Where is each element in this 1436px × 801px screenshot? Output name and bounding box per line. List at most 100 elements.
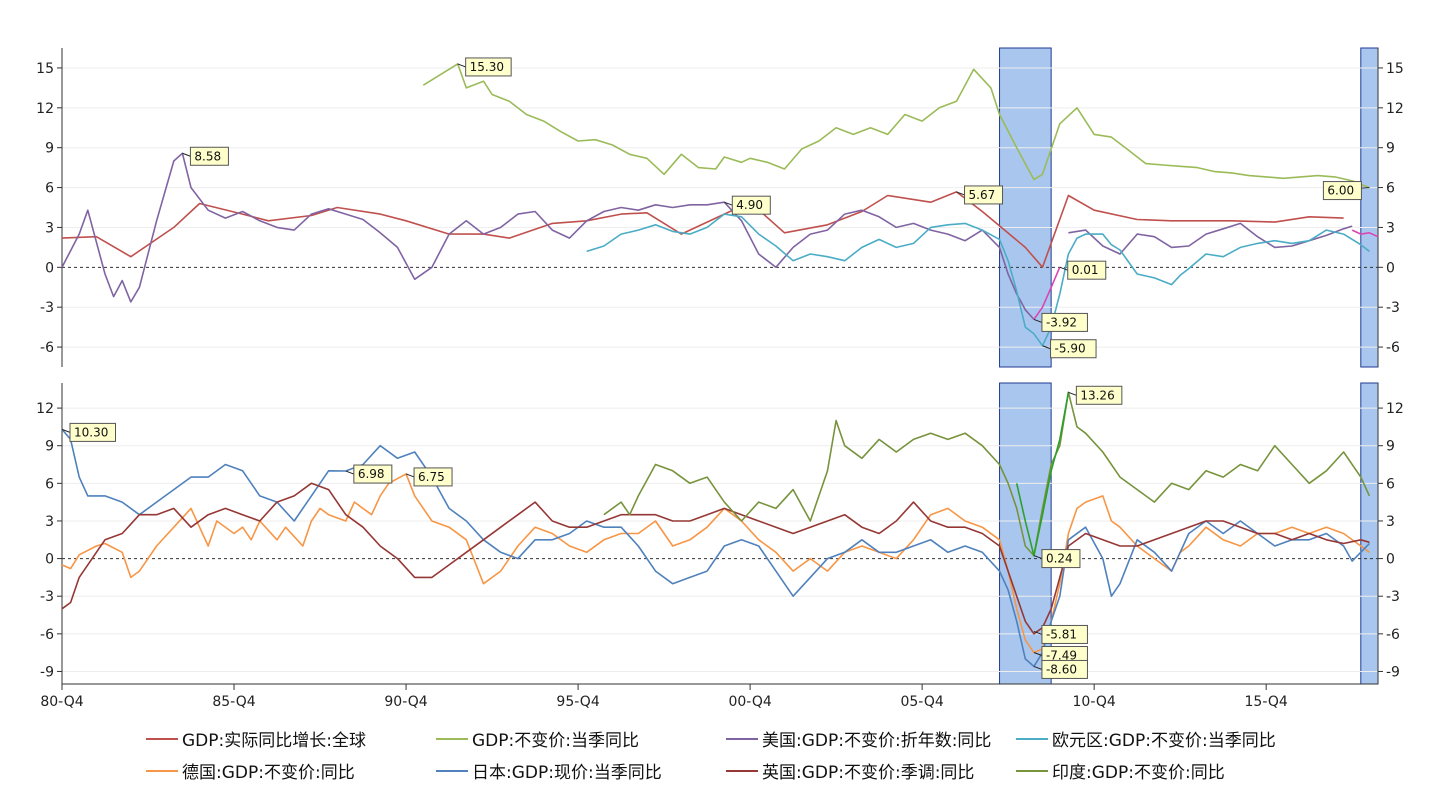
annotation-box bbox=[353, 464, 393, 484]
series-line bbox=[61, 191, 1344, 268]
y-tick-label: 6 bbox=[45, 476, 54, 492]
y-tick-label: -3 bbox=[40, 300, 54, 316]
legend-label: 英国:GDP:不变价:季调:同比 bbox=[762, 763, 975, 783]
annotation-box bbox=[1322, 181, 1362, 201]
annotation-box bbox=[1041, 624, 1088, 644]
annotation-arrow bbox=[1059, 266, 1068, 271]
x-tick-label: 05-Q4 bbox=[900, 694, 943, 710]
annotation-box bbox=[731, 195, 771, 215]
annotation-box bbox=[413, 467, 453, 487]
y-tick-label-right: 12 bbox=[1386, 101, 1404, 117]
series-line bbox=[61, 152, 1035, 320]
legend-label: GDP:实际同比增长:全球 bbox=[182, 731, 366, 751]
series-line bbox=[1068, 222, 1353, 255]
y-tick-label-right: 9 bbox=[1386, 439, 1395, 455]
annotation-arrow bbox=[1033, 555, 1043, 560]
legend-label: 美国:GDP:不变价:折年数:同比 bbox=[762, 731, 992, 751]
y-tick-label: 9 bbox=[45, 141, 54, 157]
legend-swatch bbox=[436, 737, 468, 740]
legend-swatch bbox=[146, 769, 178, 772]
annotation-arrow bbox=[457, 63, 466, 68]
shaded-range bbox=[1360, 382, 1379, 685]
y-tick-label: 9 bbox=[45, 439, 54, 455]
series-line bbox=[603, 391, 1371, 557]
legend-item[interactable]: 德国:GDP:不变价:同比 bbox=[146, 758, 355, 783]
y-tick-label-right: 6 bbox=[1386, 476, 1395, 492]
x-tick-label: 10-Q4 bbox=[1073, 694, 1116, 710]
series-line bbox=[1015, 392, 1070, 557]
y-tick-label-right: 0 bbox=[1386, 260, 1395, 276]
legend-item[interactable]: 美国:GDP:不变价:折年数:同比 bbox=[726, 726, 991, 751]
legend-swatch bbox=[1016, 737, 1048, 740]
legend-swatch bbox=[726, 769, 758, 772]
annotation-box bbox=[1041, 312, 1088, 332]
legend-item[interactable]: 英国:GDP:不变价:季调:同比 bbox=[726, 758, 974, 783]
y-tick-label-right: 12 bbox=[1386, 401, 1404, 417]
x-tick-label: 85-Q4 bbox=[212, 694, 255, 710]
legend-item[interactable]: 印度:GDP:不变价:同比 bbox=[1016, 758, 1225, 783]
gdp-chart: 15 12 9 6 3 0 -3 -6 15 12 9 6 3 0 -3 -6 15.30 8.58 4.90 5.6… bbox=[36, 47, 1404, 710]
legend-label: 印度:GDP:不变价:同比 bbox=[1052, 763, 1225, 783]
annotation-box bbox=[1041, 659, 1088, 679]
annotation-arrow bbox=[1068, 391, 1077, 396]
annotation-box bbox=[1067, 260, 1107, 280]
annotation-label: 8.58 bbox=[194, 149, 221, 163]
annotation-arrow bbox=[956, 191, 965, 196]
y-tick-label-right: -6 bbox=[1386, 340, 1400, 356]
legend-label: 日本:GDP:现价:当季同比 bbox=[472, 763, 662, 783]
y-tick-label: 3 bbox=[45, 220, 54, 236]
annotation-arrow bbox=[1033, 630, 1043, 635]
y-tick-label-right: -3 bbox=[1386, 300, 1400, 316]
annotation-arrow bbox=[345, 470, 355, 475]
y-tick-label-right: -9 bbox=[1386, 664, 1400, 680]
annotation-label: -3.92 bbox=[1046, 315, 1077, 329]
y-tick-label-right: 3 bbox=[1386, 220, 1395, 236]
annotation-label: -5.90 bbox=[1055, 342, 1086, 356]
annotation-label: 15.30 bbox=[470, 60, 504, 74]
y-tick-label-right: -3 bbox=[1386, 589, 1400, 605]
y-tick-label: 6 bbox=[45, 181, 54, 197]
annotation-label: 6.98 bbox=[358, 467, 385, 481]
annotation-label: 13.26 bbox=[1080, 388, 1114, 402]
annotation-arrow bbox=[182, 152, 191, 157]
series-line bbox=[1351, 229, 1379, 238]
annotation-box bbox=[69, 422, 116, 442]
legend-item[interactable]: GDP:实际同比增长:全球 bbox=[146, 726, 366, 751]
annotation-arrow bbox=[724, 201, 733, 206]
legend-item[interactable]: 欧元区:GDP:不变价:当季同比 bbox=[1016, 726, 1276, 751]
x-tick-label: 80-Q4 bbox=[40, 694, 83, 710]
annotation-box bbox=[465, 57, 512, 77]
y-tick-label: -6 bbox=[40, 340, 54, 356]
y-tick-label-right: 15 bbox=[1386, 61, 1404, 77]
shaded-range bbox=[1360, 47, 1379, 368]
y-tick-label: -9 bbox=[40, 664, 54, 680]
y-tick-label-right: 9 bbox=[1386, 141, 1395, 157]
annotation-box bbox=[189, 146, 229, 166]
series-line bbox=[61, 482, 1370, 635]
annotation-label: 0.24 bbox=[1046, 552, 1073, 566]
annotation-label: -8.60 bbox=[1046, 662, 1077, 676]
series-line bbox=[61, 428, 1370, 668]
annotation-arrow bbox=[405, 473, 415, 478]
x-tick-label: 90-Q4 bbox=[384, 694, 427, 710]
legend-swatch bbox=[726, 737, 758, 740]
x-tick-label: 95-Q4 bbox=[556, 694, 599, 710]
annotation-label: 10.30 bbox=[74, 425, 108, 439]
annotation-label: 5.67 bbox=[969, 188, 996, 202]
annotation-box bbox=[1041, 549, 1081, 569]
y-tick-label: 0 bbox=[45, 552, 54, 568]
y-tick-label-right: 0 bbox=[1386, 552, 1395, 568]
annotation-arrow bbox=[1033, 665, 1043, 670]
y-tick-label-right: -6 bbox=[1386, 627, 1400, 643]
y-tick-label: -6 bbox=[40, 627, 54, 643]
y-tick-label: 3 bbox=[45, 514, 54, 530]
series-line bbox=[61, 473, 1370, 654]
legend-item[interactable]: 日本:GDP:现价:当季同比 bbox=[436, 758, 662, 783]
series-line bbox=[422, 63, 1370, 189]
y-tick-label: 12 bbox=[36, 401, 54, 417]
y-tick-label-right: 6 bbox=[1386, 181, 1395, 197]
annotation-arrow bbox=[1042, 345, 1051, 350]
legend-item[interactable]: GDP:不变价:当季同比 bbox=[436, 726, 639, 751]
annotation-arrow bbox=[1033, 652, 1043, 656]
legend-swatch bbox=[1016, 769, 1048, 772]
